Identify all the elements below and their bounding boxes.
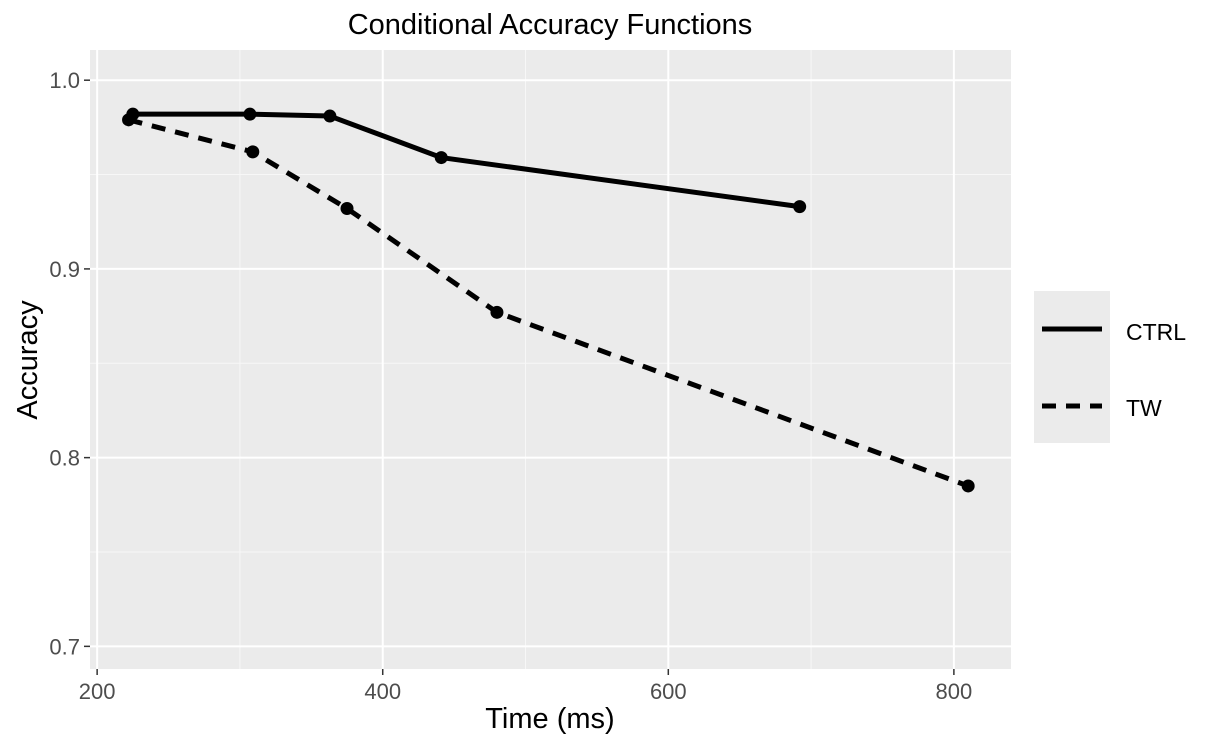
x-axis-title: Time (ms) [485, 703, 614, 734]
y-tick-label: 0.9 [49, 257, 80, 282]
plot-panel [90, 50, 1011, 669]
data-point-tw [340, 202, 354, 216]
legend-key-background [1034, 291, 1110, 443]
series-layer [122, 107, 975, 493]
x-tick-label: 800 [936, 679, 973, 704]
data-point-ctrl [323, 109, 337, 123]
legend: CTRL TW [1034, 291, 1186, 443]
axis-layer: 200 400 600 800 0.7 0.8 0.9 1.0 [49, 68, 972, 704]
y-tick-label: 0.7 [49, 634, 80, 659]
x-tick-label: 600 [650, 679, 687, 704]
data-point-ctrl [793, 200, 807, 214]
x-tick-label: 200 [79, 679, 116, 704]
data-point-tw [122, 113, 136, 127]
data-point-tw [490, 305, 504, 319]
data-point-ctrl [243, 107, 257, 121]
chart-title: Conditional Accuracy Functions [348, 9, 753, 41]
legend-label-ctrl: CTRL [1126, 319, 1186, 345]
data-point-tw [961, 479, 975, 493]
x-tick-label: 400 [364, 679, 401, 704]
series-line-tw [127, 117, 970, 489]
major-grid [90, 50, 1011, 669]
y-tick-label: 1.0 [49, 68, 80, 93]
data-point-ctrl [434, 151, 448, 165]
data-point-tw [246, 145, 260, 159]
legend-label-tw: TW [1126, 395, 1162, 421]
y-tick-label: 0.8 [49, 446, 80, 471]
y-axis-title: Accuracy [12, 300, 44, 420]
